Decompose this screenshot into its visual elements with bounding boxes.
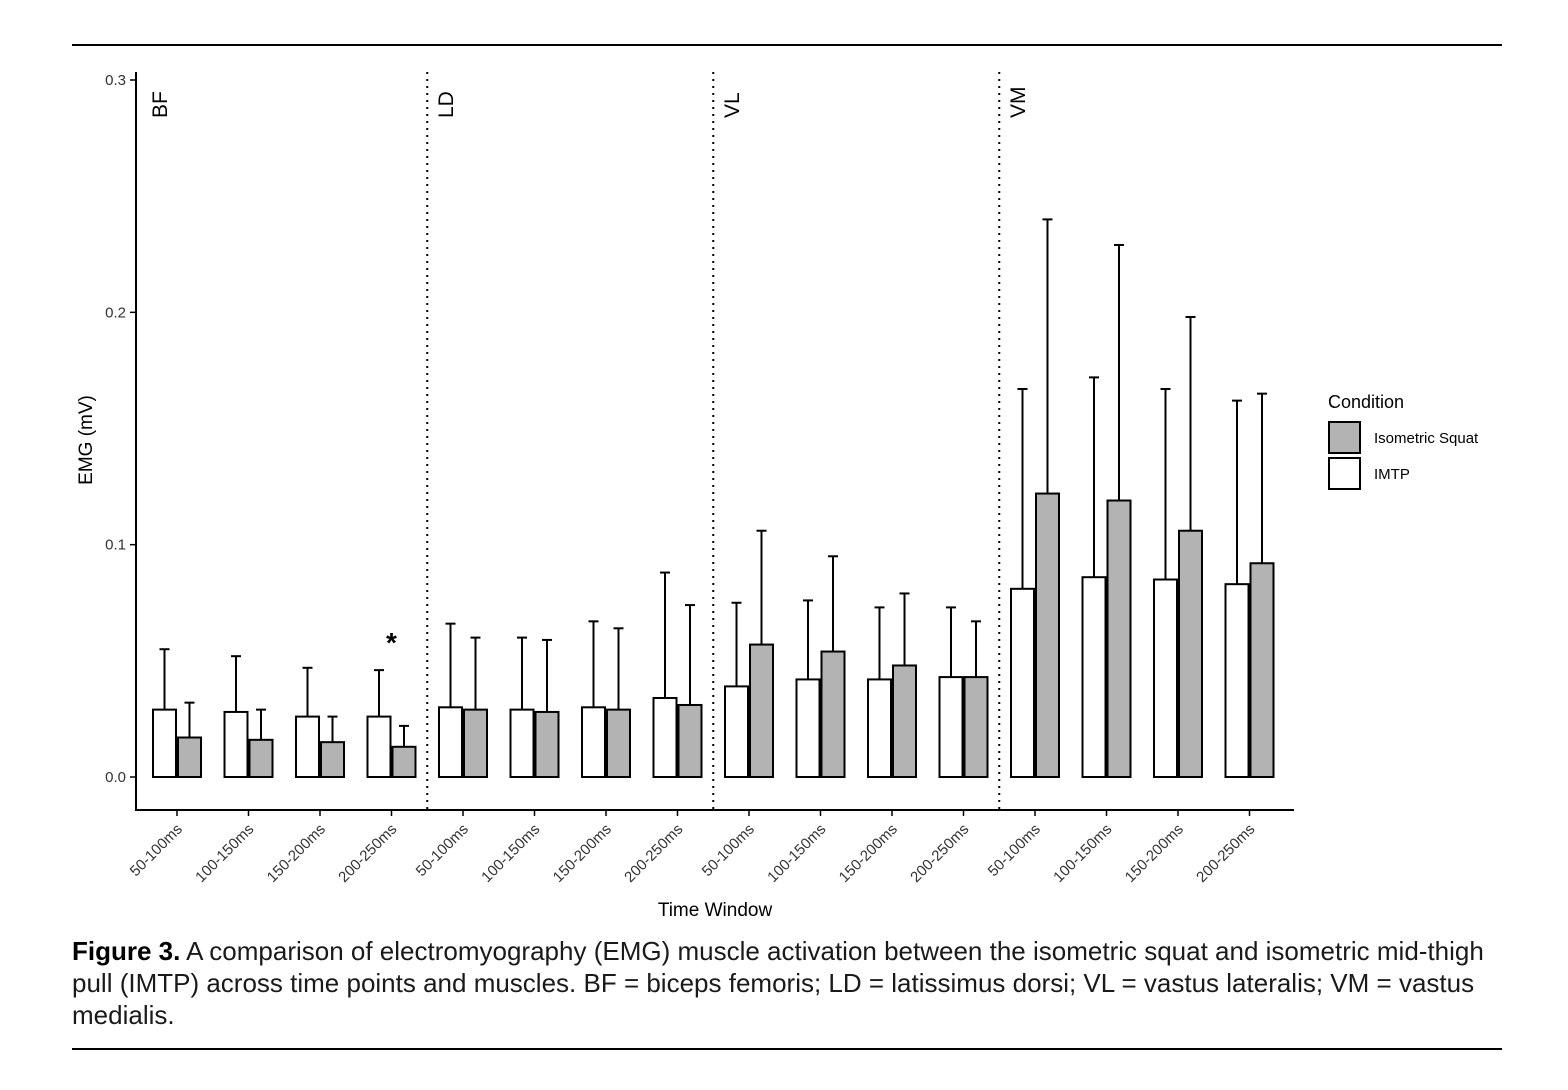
legend-label: Isometric Squat	[1374, 430, 1479, 447]
x-axis-title: Time Window	[658, 900, 773, 921]
x-tick-label: 100-150ms	[478, 821, 543, 886]
y-tick-label: 0.3	[105, 72, 126, 89]
bar-isometric-squat	[963, 676, 989, 779]
bar-imtp	[1010, 587, 1035, 778]
legend-swatch	[1328, 457, 1361, 490]
bar-imtp	[1081, 576, 1107, 779]
bar-isometric-squat	[677, 703, 703, 779]
bar-isometric-squat	[391, 745, 417, 779]
bar-isometric-squat	[820, 650, 846, 778]
x-tick-label: 200-250ms	[1193, 821, 1258, 886]
bar-imtp	[795, 678, 821, 778]
bar-isometric-squat	[606, 708, 631, 779]
bar-isometric-squat	[534, 710, 560, 778]
bar-isometric-squat	[892, 664, 917, 778]
panel-label: BF	[149, 91, 172, 118]
x-tick-label: 50-100ms	[413, 821, 472, 880]
emg-bar-chart: 50-100ms 100-150ms 150-200ms 200-250msBF50-…	[76, 72, 1479, 921]
legend: Condition Isometric Squat IMTP	[1328, 392, 1479, 490]
labels: 50-100ms 100-150ms 150-200ms 200-250msBF50-…	[76, 72, 1258, 921]
y-tick-label: 0.0	[105, 769, 126, 786]
x-tick-label: 150-200ms	[264, 821, 329, 886]
bar-imtp	[938, 676, 964, 779]
bar-imtp	[366, 715, 392, 778]
bar-isometric-squat	[1106, 499, 1132, 778]
x-tick-label: 50-100ms	[127, 821, 186, 880]
caption-text: A comparison of electromyography (EMG) m…	[72, 936, 1484, 1030]
bar-imtp	[1153, 578, 1178, 778]
x-tick-label: 50-100ms	[985, 821, 1044, 880]
bars	[152, 218, 1275, 779]
bar-isometric-squat	[749, 643, 774, 778]
bar-isometric-squat	[1249, 562, 1275, 779]
bar-isometric-squat	[320, 741, 345, 779]
bar-imtp	[1224, 583, 1250, 778]
legend-title: Condition	[1328, 392, 1404, 412]
x-tick-label: 100-150ms	[764, 821, 829, 886]
panel-label: VM	[1007, 87, 1030, 119]
legend-label: IMTP	[1374, 466, 1410, 483]
bar-isometric-squat	[1178, 529, 1203, 779]
x-tick-label: 50-100ms	[699, 821, 758, 880]
bar-isometric-squat	[248, 738, 274, 778]
panel-label: VL	[721, 92, 744, 118]
top-rule	[72, 44, 1502, 46]
axes	[130, 72, 1294, 816]
y-tick-label: 0.1	[105, 537, 126, 554]
x-tick-label: 200-250ms	[621, 821, 686, 886]
bar-imtp	[581, 706, 606, 778]
figure-caption: Figure 3. A comparison of electromyograp…	[72, 935, 1504, 1031]
bottom-rule	[72, 1048, 1502, 1050]
x-tick-label: 200-250ms	[907, 821, 972, 886]
bar-imtp	[223, 710, 249, 778]
panel-label: LD	[435, 91, 458, 118]
significance-marker: *	[386, 627, 397, 658]
y-tick-label: 0.2	[105, 304, 126, 321]
bar-imtp	[295, 715, 320, 778]
bar-imtp	[438, 706, 463, 778]
x-tick-label: 150-200ms	[1122, 821, 1187, 886]
bar-imtp	[152, 708, 177, 779]
bar-imtp	[724, 685, 749, 779]
x-tick-label: 150-200ms	[550, 821, 615, 886]
x-tick-label: 100-150ms	[192, 821, 257, 886]
bar-isometric-squat	[463, 708, 488, 779]
bar-isometric-squat	[177, 736, 202, 779]
x-tick-label: 100-150ms	[1050, 821, 1115, 886]
x-tick-label: 150-200ms	[836, 821, 901, 886]
bar-isometric-squat	[1035, 492, 1060, 778]
bar-imtp	[509, 708, 535, 779]
y-axis-title: EMG (mV)	[76, 395, 97, 485]
caption-label: Figure 3.	[72, 936, 181, 966]
legend-swatch	[1328, 421, 1361, 454]
bar-imtp	[652, 697, 678, 778]
x-tick-label: 200-250ms	[335, 821, 400, 886]
bar-imtp	[867, 678, 892, 778]
